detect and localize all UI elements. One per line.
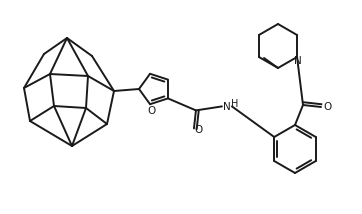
Text: O: O xyxy=(147,106,155,116)
Text: O: O xyxy=(195,125,203,135)
Text: N: N xyxy=(223,103,231,112)
Text: N: N xyxy=(294,56,302,66)
Text: O: O xyxy=(323,102,331,112)
Text: H: H xyxy=(231,100,238,109)
